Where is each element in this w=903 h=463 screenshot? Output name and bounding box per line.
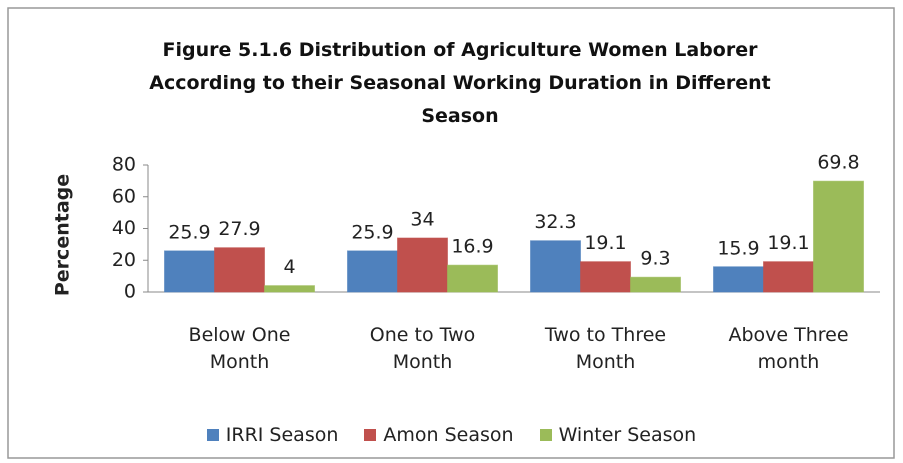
data-label: 19.1 xyxy=(767,232,809,254)
data-label: 34 xyxy=(410,209,434,231)
legend-item: IRRI Season xyxy=(206,424,339,446)
y-axis-title: Percentage xyxy=(52,174,74,296)
legend-label: IRRI Season xyxy=(225,424,339,446)
y-tick-label: 20 xyxy=(112,249,136,271)
bar xyxy=(530,240,581,293)
bar xyxy=(763,261,814,293)
x-tick-label: Two to Three Month xyxy=(544,324,667,373)
data-label: 25.9 xyxy=(168,221,210,243)
chart-title: Figure 5.1.6 Distribution of Agriculture… xyxy=(149,39,771,127)
legend-item: Amon Season xyxy=(364,424,514,446)
data-label: 16.9 xyxy=(451,236,493,258)
bar xyxy=(264,285,315,293)
data-label: 27.9 xyxy=(218,218,260,240)
bar xyxy=(214,247,265,293)
bar xyxy=(397,237,448,293)
legend-item: Winter Season xyxy=(539,424,697,446)
x-tick-label: Below One Month xyxy=(188,324,291,373)
legend-key xyxy=(206,429,219,441)
y-tick-label: 40 xyxy=(112,217,136,239)
legend-label: Amon Season xyxy=(383,424,514,446)
data-label: 19.1 xyxy=(584,232,626,254)
data-label: 9.3 xyxy=(640,248,670,270)
data-label: 4 xyxy=(283,256,295,278)
data-label: 32.3 xyxy=(534,211,576,233)
x-tick-label: Above Three month xyxy=(728,324,849,373)
legend: IRRI Season Amon Season Winter Season xyxy=(0,424,903,446)
legend-key xyxy=(539,429,552,441)
legend-key xyxy=(364,429,377,441)
x-tick-label: One to Two Month xyxy=(369,324,476,373)
bar xyxy=(630,276,681,293)
bar xyxy=(580,261,631,293)
y-tick-label: 80 xyxy=(112,154,136,176)
bar xyxy=(164,250,215,293)
bar xyxy=(813,180,864,293)
data-label: 69.8 xyxy=(817,152,859,174)
bar xyxy=(447,264,498,293)
data-label: 25.9 xyxy=(351,221,393,243)
frame xyxy=(7,7,895,459)
data-label: 15.9 xyxy=(717,237,759,259)
y-tick-label: 0 xyxy=(124,281,136,303)
y-tick-label: 60 xyxy=(112,185,136,207)
bar xyxy=(713,266,764,293)
bar xyxy=(347,250,398,293)
legend-label: Winter Season xyxy=(558,424,697,446)
